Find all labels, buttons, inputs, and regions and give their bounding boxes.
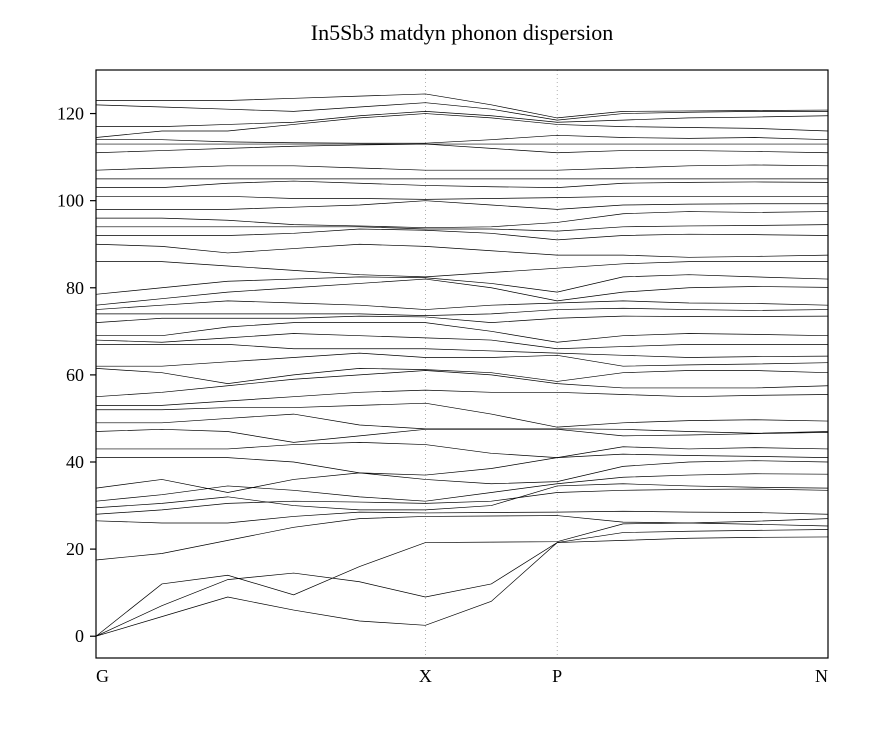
y-tick-label: 20 bbox=[66, 539, 84, 559]
band-line bbox=[96, 244, 828, 257]
band-line bbox=[96, 275, 828, 295]
band-line bbox=[96, 371, 828, 397]
chart-svg: In5Sb3 matdyn phonon dispersion 0 20 40 60 80… bbox=[0, 0, 875, 736]
band-line bbox=[96, 442, 828, 457]
x-tick-label: P bbox=[552, 666, 562, 686]
y-tick-label: 0 bbox=[75, 626, 84, 646]
band-line bbox=[96, 196, 828, 199]
band-line bbox=[96, 489, 828, 514]
band-line bbox=[96, 225, 828, 232]
band-line bbox=[96, 474, 828, 501]
y-tick-label: 40 bbox=[66, 452, 84, 472]
band-line bbox=[96, 390, 828, 405]
band-line bbox=[96, 165, 828, 170]
band-line bbox=[96, 537, 828, 636]
band-line bbox=[96, 301, 828, 310]
band-line bbox=[96, 511, 828, 523]
band-line bbox=[96, 114, 828, 138]
x-tick-label: G bbox=[96, 666, 109, 686]
band-line bbox=[96, 94, 828, 118]
y-tick-label: 60 bbox=[66, 365, 84, 385]
band-line bbox=[96, 461, 828, 493]
band-line bbox=[96, 308, 828, 315]
phonon-dispersion-chart: In5Sb3 matdyn phonon dispersion 0 20 40 60 80… bbox=[0, 0, 875, 741]
plot-border bbox=[96, 70, 828, 658]
band-line bbox=[96, 212, 828, 228]
x-tick-label: N bbox=[815, 666, 828, 686]
band-line bbox=[96, 368, 828, 383]
x-tick-label: X bbox=[419, 666, 432, 686]
band-line bbox=[96, 530, 828, 637]
band-line bbox=[96, 454, 828, 475]
chart-title: In5Sb3 matdyn phonon dispersion bbox=[311, 20, 614, 45]
band-line bbox=[96, 334, 828, 349]
band-line bbox=[96, 414, 828, 433]
band-line bbox=[96, 344, 828, 357]
band-line bbox=[96, 353, 828, 366]
band-line bbox=[96, 519, 828, 637]
band-line bbox=[96, 403, 828, 427]
y-tick-label: 100 bbox=[57, 191, 84, 211]
y-tick-label: 120 bbox=[57, 104, 84, 124]
y-tick-label: 80 bbox=[66, 278, 84, 298]
band-line bbox=[96, 135, 828, 143]
band-line bbox=[96, 429, 828, 442]
band-line bbox=[96, 111, 828, 126]
band-line bbox=[96, 279, 828, 305]
band-line bbox=[96, 229, 828, 240]
band-line bbox=[96, 201, 828, 210]
band-line bbox=[96, 181, 828, 188]
band-line bbox=[96, 316, 828, 323]
band-line bbox=[96, 484, 828, 510]
band-line bbox=[96, 144, 828, 153]
band-line bbox=[96, 262, 828, 277]
